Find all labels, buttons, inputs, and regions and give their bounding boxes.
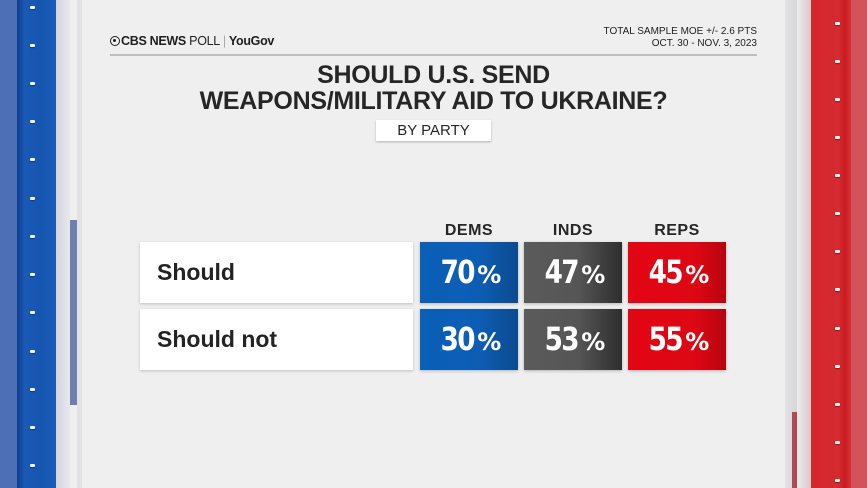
chart-title: SHOULD U.S. SEND WEAPONS/MILITARY AID TO…	[199, 61, 668, 115]
cell-should-not-dems: 30%	[420, 309, 518, 370]
cell-should-inds: 47%	[524, 242, 622, 303]
column-header-dems: DEMS	[444, 222, 494, 239]
rivet-icon	[835, 174, 840, 177]
rivet-icon	[30, 235, 35, 238]
rivet-icon	[835, 288, 840, 291]
rivet-icon	[835, 22, 840, 25]
chart-subtitle: BY PARTY	[376, 120, 491, 141]
rivet-icon	[835, 212, 840, 215]
rivet-icon	[30, 388, 35, 391]
rivet-icon	[30, 6, 35, 9]
column-header-reps: REPS	[654, 222, 700, 239]
cell-should-not-inds: 53%	[524, 309, 622, 370]
rivet-icon	[30, 350, 35, 353]
rivet-icon	[835, 479, 840, 482]
right-red-frame	[785, 0, 867, 488]
rivet-icon	[835, 250, 840, 253]
rivet-icon	[30, 158, 35, 161]
row-label-should-not: Should not	[140, 309, 413, 370]
cbs-yougov-logo: CBS NEWS POLL | YouGov	[110, 34, 274, 48]
rivet-icon	[835, 136, 840, 139]
rivet-icon	[30, 82, 35, 85]
cell-should-not-reps: 55%	[628, 309, 726, 370]
rivet-icon	[835, 327, 840, 330]
left-blue-frame	[0, 0, 82, 488]
rivet-icon	[30, 197, 35, 200]
rivet-icon	[30, 44, 35, 47]
rivet-icon	[30, 120, 35, 123]
rivet-icon	[835, 98, 840, 101]
cbs-eye-icon	[110, 36, 120, 46]
rivet-icon	[30, 426, 35, 429]
column-header-inds: INDS	[552, 222, 594, 239]
cell-should-reps: 45%	[628, 242, 726, 303]
rivet-icon	[835, 441, 840, 444]
poll-meta: TOTAL SAMPLE MOE +/- 2.6 PTS OCT. 30 - N…	[604, 26, 757, 50]
rivet-icon	[835, 60, 840, 63]
poll-dates: OCT. 30 - NOV. 3, 2023	[651, 38, 757, 49]
row-label-should: Should	[140, 242, 413, 303]
moe-text: TOTAL SAMPLE MOE +/- 2.6 PTS	[603, 26, 757, 37]
rivet-icon	[30, 464, 35, 467]
cell-should-dems: 70%	[420, 242, 518, 303]
header-divider	[110, 54, 757, 56]
rivet-icon	[835, 365, 840, 368]
rivet-icon	[835, 403, 840, 406]
rivet-icon	[30, 273, 35, 276]
rivet-icon	[30, 311, 35, 314]
